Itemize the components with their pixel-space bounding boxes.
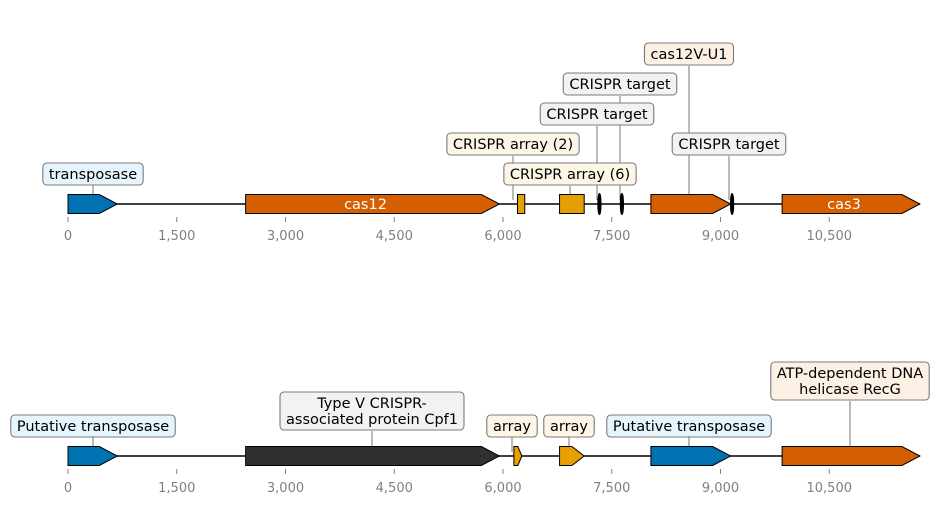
tick-label: 1,500 [158, 481, 195, 496]
feature-label: Type V CRISPR-associated protein Cpf1 [286, 396, 458, 428]
feature-label-box [543, 414, 595, 438]
gene-arrow [245, 446, 501, 466]
feature-label: CRISPR array (6) [510, 167, 630, 183]
tick-label: 0 [64, 481, 72, 496]
tick-label: 6,000 [484, 229, 521, 244]
feature-label: CRISPR target [678, 137, 780, 153]
track-bottom: 0 1,500 3,000 4,500 6,000 7,500 9,000 10,500 Put… [10, 361, 930, 496]
gene-arrow [781, 194, 921, 214]
tick-label: 10,500 [807, 481, 853, 496]
tick-label: 4,500 [376, 481, 413, 496]
tick-label: 0 [64, 229, 72, 244]
gene-arrow [67, 194, 119, 214]
tick-label: 9,000 [702, 229, 739, 244]
feature-label: transposase [49, 167, 137, 183]
tick-label: 9,000 [702, 481, 739, 496]
gene-arrow [513, 446, 523, 466]
crispr-target-mark [597, 193, 602, 215]
gene-arrow [245, 194, 501, 214]
crispr-target-mark [619, 193, 625, 215]
feature-label: CRISPR target [569, 77, 671, 93]
crispr-target-mark [730, 193, 735, 215]
feature-label: CRISPR target [546, 107, 648, 123]
feature-label-box [606, 414, 772, 438]
gene-arrow [67, 446, 119, 466]
tick-label: 1,500 [158, 229, 195, 244]
gene-arrow [650, 446, 732, 466]
label-layer: transposase CRISPR array (2) CRISPR array … [42, 42, 787, 186]
feature-label-box [279, 391, 465, 431]
tick-label: 7,500 [593, 229, 630, 244]
feature-label-box [486, 414, 538, 438]
crispr-array-block [517, 194, 526, 214]
gene-arrow [559, 446, 586, 466]
feature-label-box [539, 102, 655, 126]
feature-label-box [770, 361, 930, 401]
track-top: 0 1,500 3,000 4,500 6,000 7,500 9,000 10,500 cas… [42, 42, 921, 244]
feature-label: CRISPR array (2) [453, 137, 573, 153]
gene-name-label: cas3 [827, 197, 861, 213]
gene-arrow [650, 194, 732, 214]
tick-label: 6,000 [484, 481, 521, 496]
feature-label-box [643, 42, 735, 66]
feature-label-box [42, 162, 144, 186]
label-layer: Putative transposase Type V CRISPR-associ… [10, 361, 930, 438]
feature-label: ATP-dependent DNA helicase RecG [777, 366, 923, 398]
tick-label: 3,000 [267, 481, 304, 496]
gene-arrow [781, 446, 921, 466]
tick-label: 4,500 [376, 229, 413, 244]
feature-label-box [503, 162, 637, 186]
feature-label: cas12V-U1 [650, 47, 727, 63]
feature-label: Putative transposase [17, 419, 169, 435]
feature-label: array [550, 419, 588, 435]
feature-label-box [10, 414, 176, 438]
feature-label-box [562, 72, 678, 96]
feature-label: array [493, 419, 531, 435]
feature-label-box [446, 132, 580, 156]
tick-label: 3,000 [267, 229, 304, 244]
tick-label: 10,500 [807, 229, 853, 244]
gene-name-label: cas12 [344, 197, 387, 213]
crispr-array-block [559, 194, 585, 214]
tick-label: 7,500 [593, 481, 630, 496]
feature-label: Putative transposase [613, 419, 765, 435]
feature-label-box [671, 132, 787, 156]
